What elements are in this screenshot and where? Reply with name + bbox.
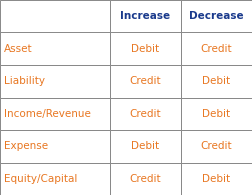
Text: Debit: Debit (131, 141, 159, 151)
Bar (0, 130, 110, 162)
Text: Credit: Credit (130, 174, 161, 184)
Bar (181, 130, 252, 162)
Text: Liability: Liability (4, 76, 45, 86)
Text: Decrease: Decrease (189, 11, 244, 21)
Bar (110, 33, 181, 65)
Bar (181, 0, 252, 33)
Bar (0, 33, 110, 65)
Text: Credit: Credit (130, 76, 161, 86)
Bar (110, 130, 181, 162)
Text: Increase: Increase (120, 11, 170, 21)
Bar (110, 98, 181, 130)
Text: Debit: Debit (202, 174, 231, 184)
Bar (110, 65, 181, 98)
Bar (0, 65, 110, 98)
Bar (0, 0, 110, 33)
Bar (0, 98, 110, 130)
Bar (181, 162, 252, 195)
Text: Equity/Capital: Equity/Capital (4, 174, 77, 184)
Text: Asset: Asset (4, 44, 33, 54)
Text: Credit: Credit (201, 141, 232, 151)
Text: Debit: Debit (202, 76, 231, 86)
Text: Credit: Credit (130, 109, 161, 119)
Bar (181, 33, 252, 65)
Text: Debit: Debit (131, 44, 159, 54)
Bar (181, 65, 252, 98)
Text: Income/Revenue: Income/Revenue (4, 109, 91, 119)
Bar (181, 98, 252, 130)
Bar (0, 162, 110, 195)
Bar (110, 162, 181, 195)
Bar (110, 0, 181, 33)
Text: Debit: Debit (202, 109, 231, 119)
Text: Credit: Credit (201, 44, 232, 54)
Text: Expense: Expense (4, 141, 48, 151)
